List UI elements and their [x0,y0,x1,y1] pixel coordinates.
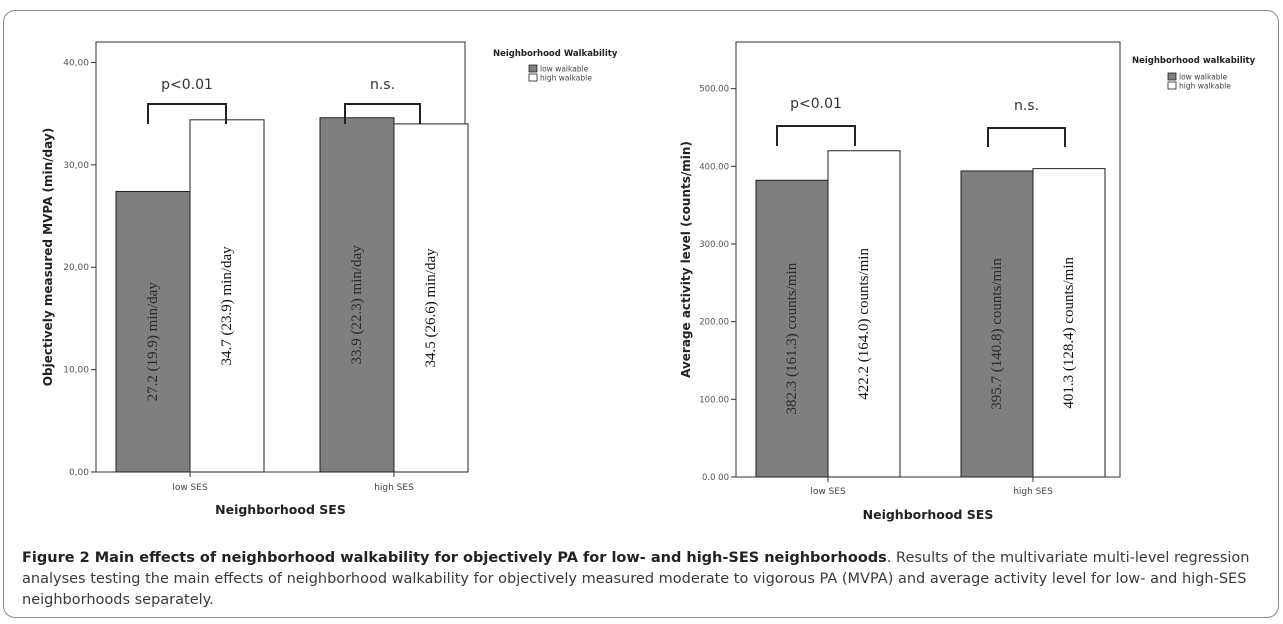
y-tick-label: 100.00 [699,395,729,405]
x-category-label: low SES [810,487,846,497]
significance-label: n.s. [370,77,395,93]
bar-low-walkable [115,190,191,473]
legend-entry: high walkable [540,74,592,83]
bar-data-label: 395.7 (140.8) counts/min [989,258,1005,410]
x-category-label: low SES [172,483,208,493]
x-axis-title: Neighborhood SES [863,507,994,522]
legend-swatch-low [528,64,538,73]
y-tick-label: 400.00 [699,162,729,172]
bar-data-label: 34.7 (23.9) min/day [219,246,235,366]
legend-swatch-high [1167,81,1177,90]
y-tick-label: 0,00 [69,468,89,478]
bar-high-walkable [827,150,901,478]
legend-entry: high walkable [1179,82,1231,91]
bar-data-label: 33.9 (22.3) min/day [349,245,365,365]
bar-data-label: 34.5 (26.6) min/day [423,248,439,368]
significance-bracket [344,103,421,124]
figure-caption: Figure 2 Main effects of neighborhood wa… [22,548,1272,611]
bar-low-walkable [755,179,829,478]
caption-text: . Results of the multivariate multi-leve… [22,550,1250,608]
figure-charts: 0,00 10,00 20,00 30,00 40,00 27.2 (19.9) min/… [41,41,1256,522]
bar-low-walkable [960,170,1034,478]
y-axis-title: Average activity level (counts/min) [679,141,693,378]
significance-label: n.s. [1014,98,1039,114]
bar-data-label: 422.2 (164.0) counts/min [856,248,872,400]
bar-high-walkable [393,123,469,473]
legend: Neighborhood Walkability low walkablehigh… [493,49,618,83]
legend-entry: low walkable [540,65,589,74]
y-tick-label: 40,00 [63,58,89,68]
chart-2: 0.0 00 100.00 200.00 300.00 400.00 500.00 382.… [679,41,1256,522]
chart-1: 0,00 10,00 20,00 30,00 40,00 27.2 (19.9) min/… [41,41,618,517]
legend-swatch-low [1167,72,1177,81]
significance-label: p<0.01 [161,77,213,93]
significance-bracket [987,127,1066,147]
plot-area [735,41,1121,478]
y-tick-label: 500.00 [699,85,729,95]
bar-low-walkable [319,117,395,473]
y-axis-title: Objectively measured MVPA (min/day) [41,128,55,386]
y-tick-label: 10,00 [63,366,89,376]
legend-title: Neighborhood Walkability [493,49,618,59]
caption-title: Figure 2 Main effects of neighborhood wa… [22,550,887,566]
y-tick-label: 0.0 00 [702,473,729,483]
bar-data-label: 382.3 (161.3) counts/min [784,262,800,414]
legend-entry: low walkable [1179,73,1228,82]
legend-swatch-high [528,73,538,82]
legend-title: Neighborhood walkability [1132,56,1256,66]
significance-bracket [776,125,856,146]
legend: Neighborhood walkability low walkablehigh… [1132,56,1256,91]
y-tick-label: 300.00 [699,240,729,250]
significance-bracket [147,103,227,124]
bar-high-walkable [189,119,265,473]
x-category-label: high SES [1013,487,1053,497]
y-tick-label: 20,00 [63,263,89,273]
y-tick-label: 30,00 [63,161,89,171]
significance-label: p<0.01 [790,96,842,112]
x-category-label: high SES [374,483,414,493]
bar-data-label: 27.2 (19.9) min/day [145,282,161,402]
y-tick-label: 200.00 [699,318,729,328]
bar-data-label: 401.3 (128.4) counts/min [1061,256,1077,408]
x-axis-title: Neighborhood SES [215,502,346,517]
bar-high-walkable [1032,168,1106,478]
